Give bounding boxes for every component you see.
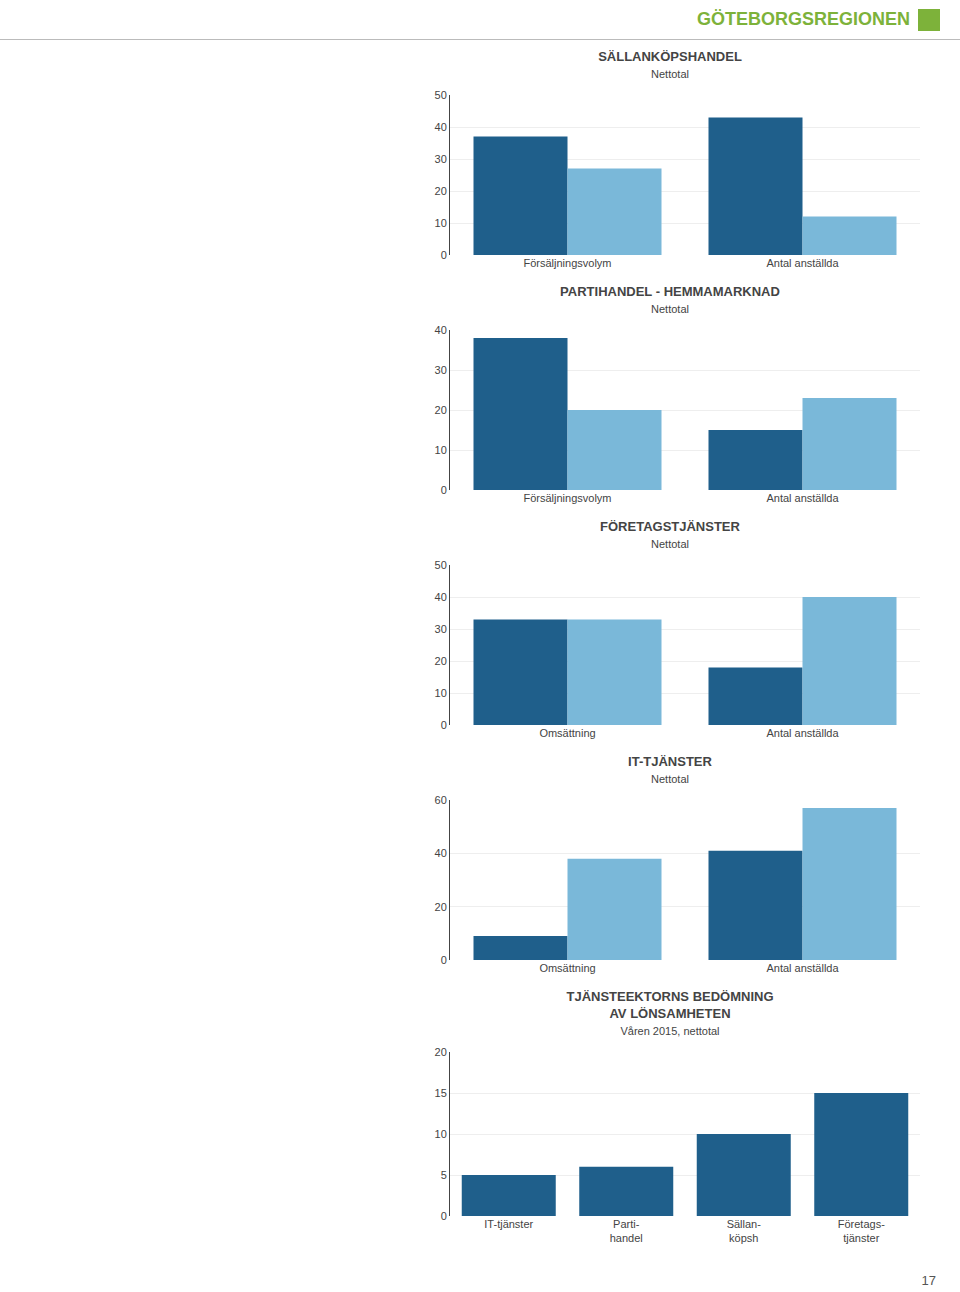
svg-text:10: 10	[435, 444, 447, 456]
svg-text:60: 60	[435, 794, 447, 806]
svg-text:10: 10	[435, 217, 447, 229]
svg-text:TJÄNSTEEKTORNS BEDÖMNINGAV LÖN: TJÄNSTEEKTORNS BEDÖMNINGAV LÖNSAMHETENVå…	[566, 989, 773, 1037]
svg-text:PARTIHANDEL - HEMMAMARKNADNett: PARTIHANDEL - HEMMAMARKNADNettotal	[560, 284, 780, 315]
html-text:GÖTEBORGSREGIONEN: GÖTEBORGSREGIONEN	[697, 9, 910, 29]
svg-text:30: 30	[435, 364, 447, 376]
svg-text:20: 20	[435, 655, 447, 667]
svg-text:0: 0	[441, 719, 447, 731]
svg-text:Antal anställda: Antal anställda	[766, 962, 839, 974]
svg-text:20: 20	[435, 901, 447, 913]
svg-text:10: 10	[435, 1128, 447, 1140]
svg-text:0: 0	[441, 1210, 447, 1222]
svg-text:40: 40	[435, 324, 447, 336]
svg-text:5: 5	[441, 1169, 447, 1181]
svg-text:50: 50	[435, 89, 447, 101]
svg-text:20: 20	[435, 185, 447, 197]
svg-text:30: 30	[435, 623, 447, 635]
svg-text:Omsättning: Omsättning	[539, 727, 595, 739]
svg-text:15: 15	[435, 1087, 447, 1099]
svg-text:Omsättning: Omsättning	[539, 962, 595, 974]
svg-text:SÄLLANKÖPSHANDELNettotal: SÄLLANKÖPSHANDELNettotal	[598, 49, 742, 80]
html-text:17: 17	[921, 1273, 936, 1288]
svg-text:Antal anställda: Antal anställda	[766, 257, 839, 269]
svg-text:Försäljningsvolym: Försäljningsvolym	[523, 492, 611, 504]
svg-text:Försäljningsvolym: Försäljningsvolym	[523, 257, 611, 269]
svg-text:0: 0	[441, 249, 447, 261]
svg-text:40: 40	[435, 591, 447, 603]
svg-text:Antal anställda: Antal anställda	[766, 727, 839, 739]
svg-text:IT-TJÄNSTERNettotal: IT-TJÄNSTERNettotal	[628, 754, 712, 785]
svg-text:20: 20	[435, 1046, 447, 1058]
svg-text:30: 30	[435, 153, 447, 165]
svg-text:Företags-tjänster: Företags-tjänster	[838, 1218, 885, 1244]
svg-text:20: 20	[435, 404, 447, 416]
svg-text:0: 0	[441, 484, 447, 496]
svg-text:FÖRETAGSTJÄNSTERNettotal: FÖRETAGSTJÄNSTERNettotal	[600, 519, 740, 550]
svg-text:Antal anställda: Antal anställda	[766, 492, 839, 504]
svg-text:IT-tjänster: IT-tjänster	[484, 1218, 533, 1230]
svg-text:40: 40	[435, 121, 447, 133]
svg-text:Parti-handel: Parti-handel	[610, 1218, 643, 1244]
svg-text:40: 40	[435, 847, 447, 859]
svg-text:10: 10	[435, 687, 447, 699]
svg-text:50: 50	[435, 559, 447, 571]
svg-text:0: 0	[441, 954, 447, 966]
svg-text:Sällan-köpsh: Sällan-köpsh	[727, 1218, 762, 1244]
